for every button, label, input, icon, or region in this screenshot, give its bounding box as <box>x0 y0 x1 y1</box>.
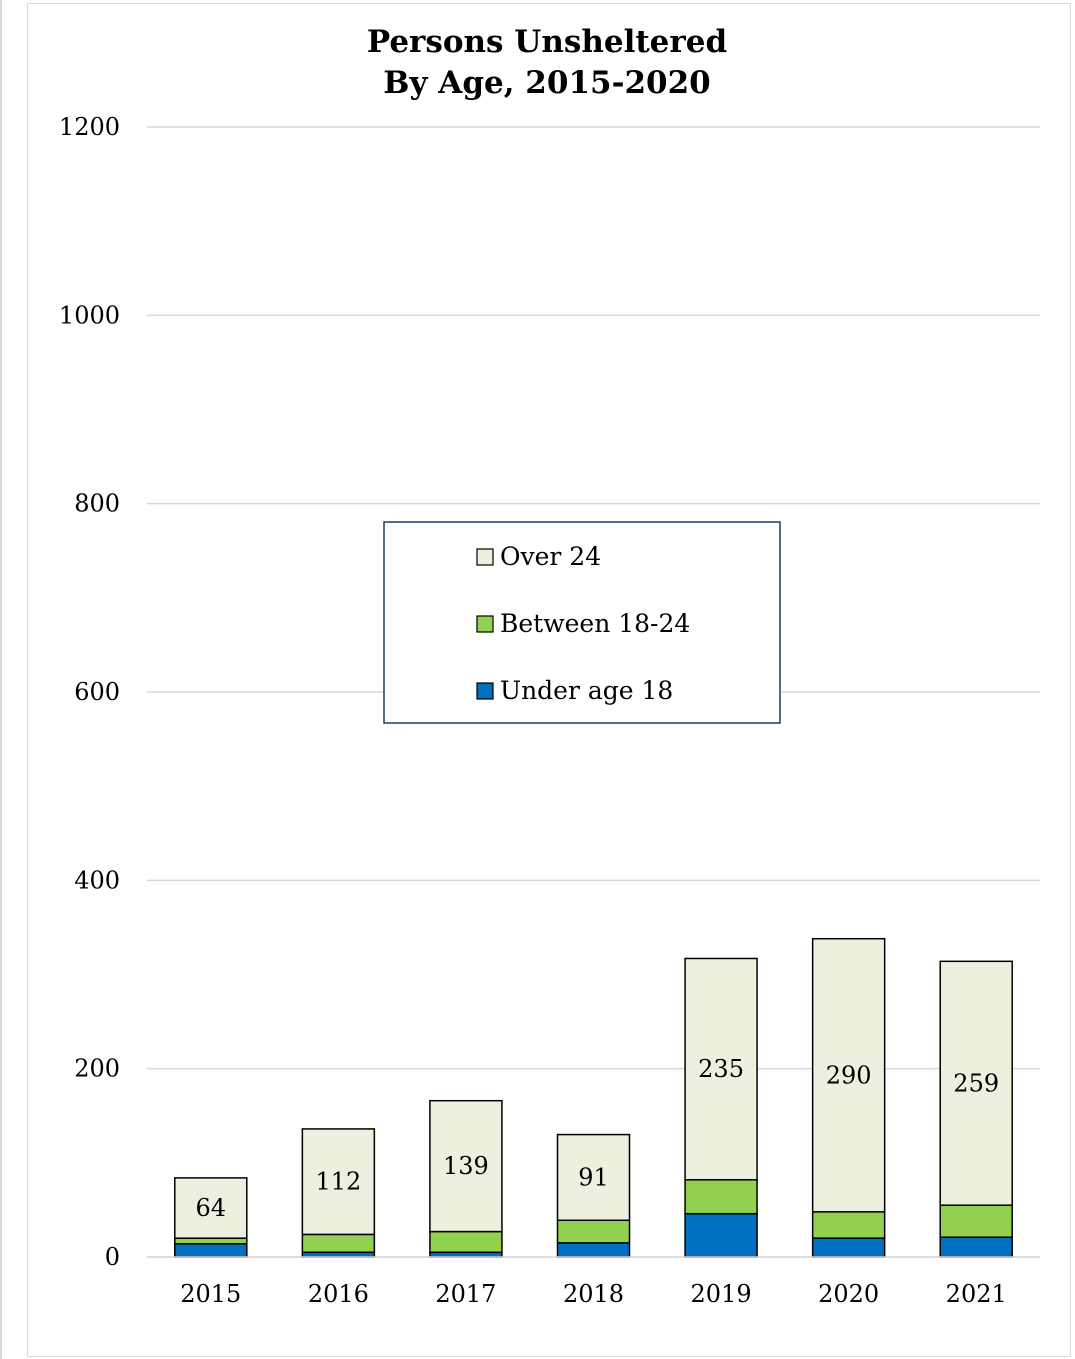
bar-segment <box>556 1219 631 1244</box>
legend-label: Under age 18 <box>500 676 673 705</box>
data-label: 91 <box>578 1163 609 1191</box>
legend-label: Over 24 <box>500 542 601 571</box>
bar-segment <box>174 1237 248 1245</box>
bar-segment <box>429 1099 503 1233</box>
data-label: 235 <box>698 1055 744 1083</box>
data-label: 64 <box>196 1194 227 1222</box>
bar-segment <box>939 1236 1013 1258</box>
data-label: 259 <box>953 1069 999 1097</box>
y-tick-label: 0 <box>105 1243 120 1271</box>
chart-subtitle: By Age, 2015-2020 <box>383 65 710 101</box>
bars: 64 112 139 91 235 290 259 <box>147 937 1040 1258</box>
data-label: 139 <box>443 1152 489 1180</box>
y-tick-label: 400 <box>74 866 120 894</box>
x-tick-label: 2016 <box>308 1280 369 1308</box>
bar-segment <box>811 1237 886 1258</box>
data-label: 290 <box>826 1061 872 1089</box>
x-tick-label: 2019 <box>691 1280 752 1308</box>
x-tick-label: 2021 <box>946 1280 1007 1308</box>
bar-segment <box>939 960 1013 1206</box>
y-tick-label: 1200 <box>59 113 120 141</box>
bar-segment <box>174 1243 248 1258</box>
y-tick-label: 600 <box>74 678 120 706</box>
x-tick-label: 2018 <box>563 1280 624 1308</box>
y-tick-label: 200 <box>74 1055 120 1083</box>
x-tick-label: 2017 <box>435 1280 496 1308</box>
legend-label: Between 18-24 <box>500 609 690 638</box>
bar-segment <box>174 1177 248 1239</box>
y-tick-label: 800 <box>74 490 120 518</box>
legend-swatch <box>476 682 494 700</box>
legend-swatch <box>476 615 494 633</box>
x-axis-ticks: 2015 2016 2017 2018 2019 2020 2021 <box>180 1280 1007 1308</box>
x-tick-label: 2015 <box>180 1280 241 1308</box>
left-edge-line <box>0 0 2 1359</box>
bar-segment <box>684 957 758 1181</box>
bar-segment <box>301 1128 376 1236</box>
chart-title: Persons Unsheltered <box>367 24 727 60</box>
bar-segment <box>811 1211 886 1239</box>
bar-segment <box>684 1179 758 1215</box>
bar-segment <box>556 1242 631 1258</box>
legend-box <box>383 521 781 724</box>
x-tick-label: 2020 <box>818 1280 879 1308</box>
bar-segment <box>939 1204 1013 1238</box>
bar-segment <box>301 1233 376 1254</box>
bar-segment <box>684 1212 758 1258</box>
bar-segment <box>811 937 886 1213</box>
data-label: 112 <box>315 1168 361 1196</box>
y-tick-label: 1000 <box>59 301 120 329</box>
y-axis-ticks: 0 200 400 600 800 1000 1200 <box>59 113 120 1271</box>
legend-swatch <box>476 548 494 566</box>
bar-segment <box>429 1230 503 1254</box>
bar-segment <box>556 1133 631 1222</box>
legend: Over 24 Between 18-24 Under age 18 <box>383 521 781 724</box>
